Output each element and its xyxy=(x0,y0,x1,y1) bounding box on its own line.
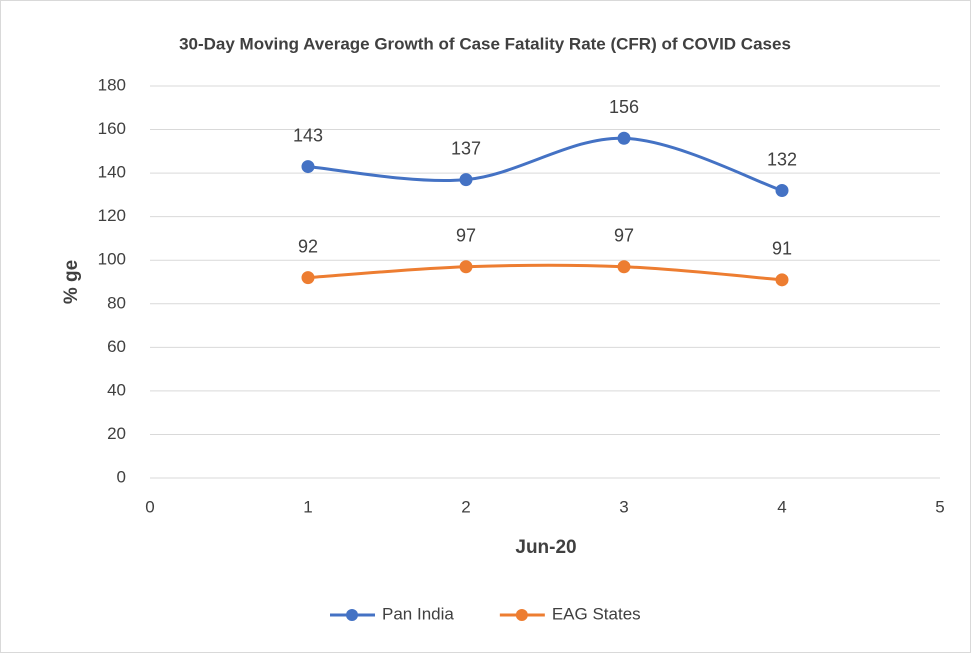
legend-label: EAG States xyxy=(552,604,641,623)
data-point xyxy=(301,271,315,285)
y-axis-label: % ge xyxy=(61,260,82,304)
series-line xyxy=(307,136,783,192)
x-tick-label: 0 xyxy=(145,497,154,516)
y-tick-label: 180 xyxy=(98,75,126,94)
legend-swatch-marker xyxy=(346,609,358,621)
x-axis-label: Jun-20 xyxy=(515,537,576,558)
data-label: 137 xyxy=(451,138,481,158)
data-label: 132 xyxy=(767,149,797,169)
data-point xyxy=(775,273,789,287)
y-tick-label: 160 xyxy=(98,119,126,138)
data-label: 97 xyxy=(614,226,634,246)
y-tick-label: 140 xyxy=(98,163,126,182)
x-tick-label: 4 xyxy=(777,497,786,516)
data-label: 97 xyxy=(456,226,476,246)
data-label: 143 xyxy=(293,125,323,145)
x-tick-label: 1 xyxy=(303,497,312,516)
data-point xyxy=(459,173,473,187)
y-tick-label: 60 xyxy=(107,337,126,356)
y-tick-label: 0 xyxy=(117,467,126,486)
x-tick-label: 3 xyxy=(619,497,628,516)
data-point xyxy=(301,160,315,174)
y-tick-label: 40 xyxy=(107,380,126,399)
data-point xyxy=(775,184,789,198)
y-tick-label: 100 xyxy=(98,250,126,269)
data-label: 91 xyxy=(772,239,792,259)
chart-title: 30-Day Moving Average Growth of Case Fat… xyxy=(179,34,791,53)
data-label: 92 xyxy=(298,236,318,256)
data-point xyxy=(617,260,631,274)
y-tick-label: 120 xyxy=(98,206,126,225)
data-point xyxy=(617,131,631,145)
y-tick-label: 80 xyxy=(107,293,126,312)
legend-label: Pan India xyxy=(382,604,454,623)
data-point xyxy=(459,260,473,274)
legend-swatch-marker xyxy=(515,609,528,621)
y-tick-label: 20 xyxy=(107,424,126,443)
data-label: 156 xyxy=(609,97,639,117)
x-tick-label: 5 xyxy=(935,497,944,516)
x-tick-label: 2 xyxy=(461,497,470,516)
series-line xyxy=(307,263,783,282)
